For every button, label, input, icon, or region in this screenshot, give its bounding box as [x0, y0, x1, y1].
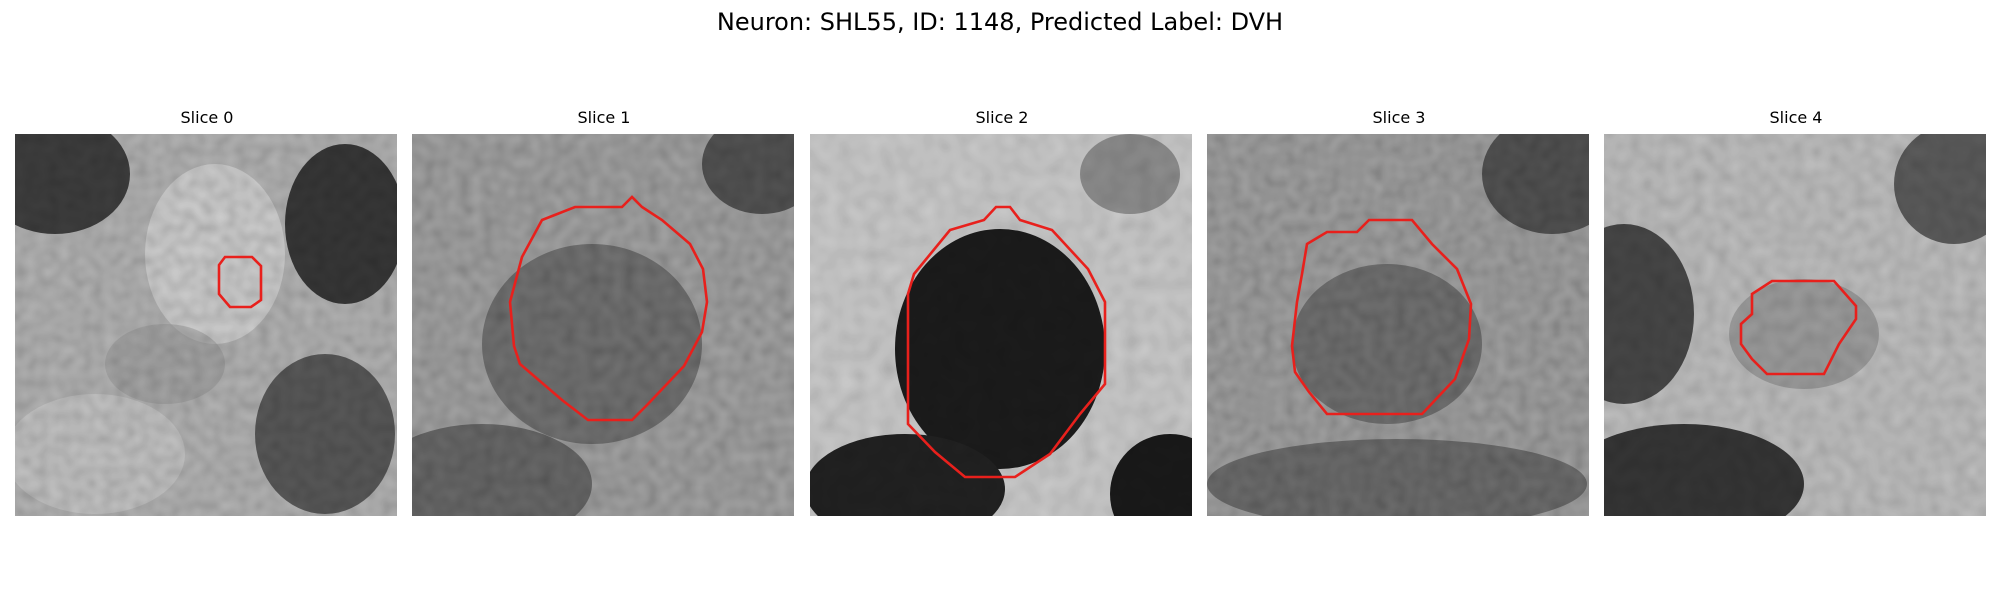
slice-title-2: Slice 2: [975, 108, 1029, 127]
cell-contour-3: [1290, 218, 1473, 416]
cell-contour-2: [906, 205, 1107, 479]
cell-contour-4: [1739, 279, 1858, 376]
slice-panel-1: Slice 1: [412, 108, 796, 516]
slice-title-4: Slice 4: [1769, 108, 1823, 127]
slice-title-0: Slice 0: [180, 108, 234, 127]
cell-contour-0: [217, 255, 263, 309]
slice-image-1: [412, 134, 794, 516]
cell-contour-1: [508, 195, 709, 422]
slice-panel-2: Slice 2: [810, 108, 1194, 516]
slice-image-0: [15, 134, 397, 516]
slice-panel-3: Slice 3: [1207, 108, 1591, 516]
slice-title-1: Slice 1: [577, 108, 631, 127]
slice-image-4: [1604, 134, 1986, 516]
slice-image-3: [1207, 134, 1589, 516]
slice-image-2: [810, 134, 1192, 516]
figure-title: Neuron: SHL55, ID: 1148, Predicted Label…: [716, 8, 1284, 36]
slice-panel-4: Slice 4: [1604, 108, 1988, 516]
slice-panel-0: Slice 0: [15, 108, 399, 516]
slice-title-3: Slice 3: [1372, 108, 1426, 127]
